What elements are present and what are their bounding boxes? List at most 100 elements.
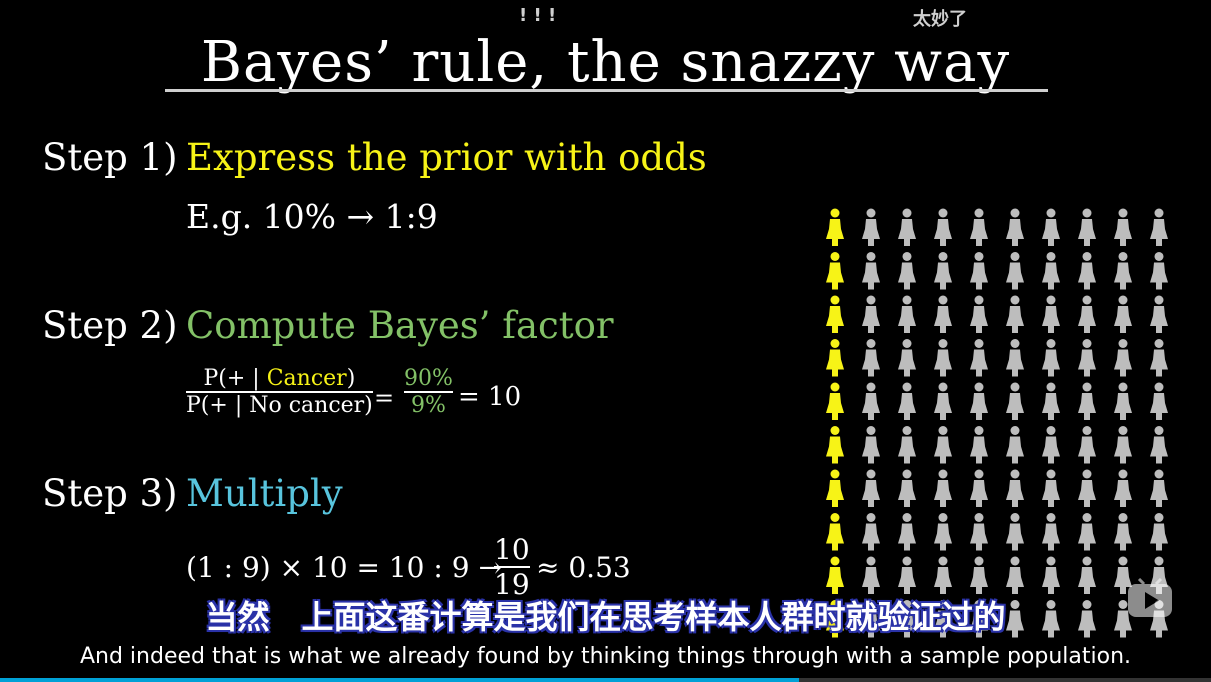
person-icon xyxy=(934,513,952,551)
person-icon xyxy=(1150,252,1168,290)
person-icon xyxy=(1042,339,1060,377)
person-icon xyxy=(1150,426,1168,464)
person-icon xyxy=(862,426,880,464)
person-icon xyxy=(1006,426,1024,464)
person-icon xyxy=(1042,208,1060,246)
title-underline xyxy=(165,89,1048,92)
person-icon xyxy=(1042,513,1060,551)
bayes-factor-fraction: P(+ | Cancer) P(+ | No cancer) xyxy=(186,366,373,418)
person-icon xyxy=(1114,513,1132,551)
fraction-bar xyxy=(404,391,453,393)
multiply-equation: (1 : 9) × 10 = 10 : 9 → xyxy=(186,551,502,584)
person-icon xyxy=(1114,339,1132,377)
prior-example: E.g. 10% → 1:9 xyxy=(186,197,438,236)
person-icon xyxy=(1006,556,1024,594)
person-icon xyxy=(898,469,916,507)
person-icon xyxy=(1078,252,1096,290)
person-icon xyxy=(898,382,916,420)
person-icon xyxy=(1078,208,1096,246)
person-icon xyxy=(1078,426,1096,464)
person-icon xyxy=(1006,339,1024,377)
person-icon xyxy=(970,295,988,333)
person-icon xyxy=(970,252,988,290)
person-icon xyxy=(1006,382,1024,420)
person-icon xyxy=(934,252,952,290)
fraction-bar xyxy=(494,566,530,568)
person-icon xyxy=(1078,339,1096,377)
percent-fraction: 90% 9% xyxy=(404,366,453,418)
person-icon xyxy=(1114,208,1132,246)
person-icon xyxy=(898,252,916,290)
person-icon xyxy=(1114,469,1132,507)
progress-bar[interactable] xyxy=(0,678,1211,682)
slide-title: Bayes’ rule, the snazzy way xyxy=(200,30,1011,95)
person-icon xyxy=(1114,295,1132,333)
person-icon xyxy=(826,382,844,420)
person-icon xyxy=(898,426,916,464)
person-icon xyxy=(862,556,880,594)
person-icon xyxy=(862,600,880,638)
person-icon xyxy=(1150,339,1168,377)
person-icon xyxy=(970,469,988,507)
person-icon xyxy=(1042,252,1060,290)
sample-population-grid xyxy=(826,208,1168,638)
person-icon xyxy=(898,600,916,638)
person-icon xyxy=(826,556,844,594)
likelihood-text: P(+ | xyxy=(203,366,267,391)
step-3-text: Multiply xyxy=(186,472,343,515)
person-icon xyxy=(970,208,988,246)
person-icon xyxy=(1078,513,1096,551)
person-icon xyxy=(1006,513,1024,551)
person-icon xyxy=(934,339,952,377)
person-icon xyxy=(826,339,844,377)
person-icon xyxy=(1006,252,1024,290)
person-icon xyxy=(862,252,880,290)
fraction-numerator: P(+ | Cancer) xyxy=(203,366,355,391)
person-icon xyxy=(934,382,952,420)
person-icon xyxy=(934,600,952,638)
person-icon xyxy=(1150,469,1168,507)
person-icon xyxy=(862,513,880,551)
person-icon xyxy=(970,382,988,420)
person-icon xyxy=(1078,469,1096,507)
person-icon xyxy=(862,469,880,507)
person-icon xyxy=(1114,252,1132,290)
person-icon xyxy=(898,513,916,551)
fraction-denominator: 19 xyxy=(494,568,530,601)
person-icon xyxy=(1042,426,1060,464)
step-1-text: Express the prior with odds xyxy=(186,136,707,179)
danmaku-comment: ! ! ! xyxy=(519,5,557,26)
person-icon xyxy=(1150,382,1168,420)
person-icon xyxy=(826,513,844,551)
person-icon xyxy=(970,556,988,594)
person-icon xyxy=(898,208,916,246)
person-icon xyxy=(1078,295,1096,333)
step-2-label: Step 2) xyxy=(42,304,178,347)
person-icon xyxy=(1114,382,1132,420)
step-2-text: Compute Bayes’ factor xyxy=(186,304,614,347)
person-icon xyxy=(934,426,952,464)
person-icon xyxy=(862,382,880,420)
person-icon xyxy=(1150,513,1168,551)
person-icon xyxy=(862,295,880,333)
fraction-bar xyxy=(186,391,373,393)
fraction-numerator: 10 xyxy=(494,533,530,566)
person-icon xyxy=(1114,600,1132,638)
person-icon xyxy=(934,469,952,507)
person-icon xyxy=(1042,469,1060,507)
bayes-factor-result: = 10 xyxy=(458,382,522,412)
person-icon xyxy=(1042,295,1060,333)
progress-bar-fill xyxy=(0,678,800,682)
person-icon xyxy=(1042,382,1060,420)
person-icon xyxy=(826,469,844,507)
paren-close: ) xyxy=(346,366,356,391)
person-icon xyxy=(1006,600,1024,638)
person-icon xyxy=(1078,600,1096,638)
person-icon xyxy=(934,295,952,333)
step-1-label: Step 1) xyxy=(42,136,178,179)
fraction-denominator: P(+ | No cancer) xyxy=(186,393,373,418)
person-icon xyxy=(898,556,916,594)
posterior-approx: ≈ 0.53 xyxy=(536,551,631,584)
fraction-denominator: 9% xyxy=(411,393,446,418)
